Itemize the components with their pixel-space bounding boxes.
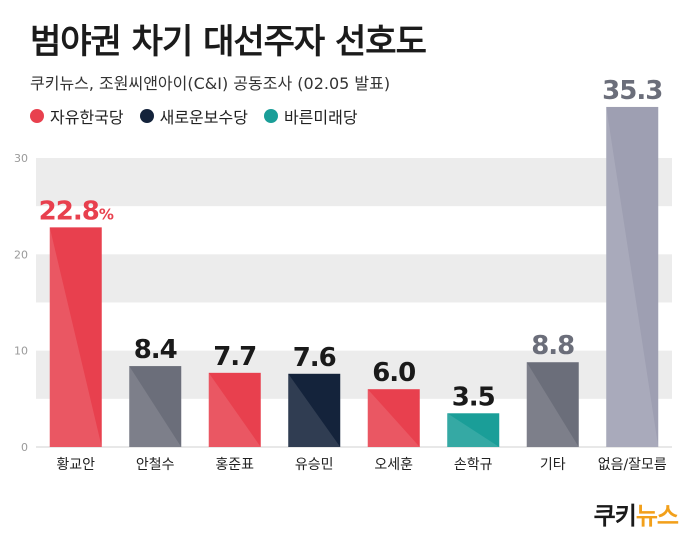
bar-value-text: 35.3 <box>602 76 662 106</box>
bar-shade <box>526 362 579 447</box>
brand-logo-part1: 쿠키 <box>593 502 637 530</box>
bar-shade <box>129 366 182 447</box>
bar-value-label: 8.8 <box>531 331 574 361</box>
bar <box>49 227 102 447</box>
legend-item-2: 바른미래당 <box>263 104 358 128</box>
brand-logo-part2: 뉴스 <box>635 502 679 530</box>
y-tick-label: 0 <box>21 441 28 454</box>
bar-value-text: 6.0 <box>372 358 415 388</box>
bar-value-label: 8.4 <box>134 335 177 365</box>
x-tick-label: 없음/잘모름 <box>598 457 667 473</box>
grid-band <box>36 158 672 207</box>
bar-value-label: 6.0 <box>372 358 415 388</box>
bar-value-text: 22.8 <box>39 196 99 226</box>
y-tick-label: 20 <box>14 248 28 261</box>
bar <box>367 389 420 447</box>
x-tick-label: 홍준표 <box>215 457 254 473</box>
bar-value-label: 35.3 <box>602 76 662 106</box>
chart-subtitle: 쿠키뉴스, 조원씨앤아이(C&I) 공동조사 (02.05 발표) <box>30 74 391 93</box>
legend-item-0: 자유한국당 <box>30 104 124 128</box>
chart-title: 범야권 차기 대선주자 선호도 <box>30 22 427 62</box>
bar-value-text: 8.8 <box>531 331 574 361</box>
brand-logo: 쿠키뉴스 <box>593 496 679 531</box>
legend-label-0: 자유한국당 <box>50 108 124 127</box>
y-tick-label: 30 <box>14 152 28 165</box>
bar-value-label: 7.6 <box>293 343 336 373</box>
x-tick-label: 유승민 <box>295 457 334 473</box>
bar <box>447 413 500 447</box>
bar <box>129 366 182 447</box>
bar <box>208 372 261 447</box>
bar-value-text: 7.6 <box>293 343 336 373</box>
legend: 자유한국당 새로운보수당 바른미래당 <box>30 104 358 128</box>
bar-value-label: 7.7 <box>213 342 256 372</box>
y-tick-label: 10 <box>14 345 28 358</box>
bar-value-unit: % <box>99 205 114 223</box>
legend-label-1: 새로운보수당 <box>159 108 248 127</box>
x-tick-label: 황교안 <box>56 457 95 473</box>
bar-shade <box>288 373 341 447</box>
bar-shade <box>606 106 659 448</box>
bar-value-label: 22.8% <box>39 196 114 226</box>
x-tick-label: 오세훈 <box>374 457 413 473</box>
bar-shade <box>208 372 261 447</box>
bar-value-text: 7.7 <box>213 342 256 372</box>
legend-item-1: 새로운보수당 <box>139 104 248 128</box>
bar-shade <box>367 389 420 447</box>
bar <box>526 362 579 447</box>
legend-swatch-0 <box>30 109 44 123</box>
bar <box>606 106 659 448</box>
legend-label-2: 바른미래당 <box>283 108 358 127</box>
x-tick-label: 기타 <box>540 457 566 473</box>
legend-swatch-2 <box>263 109 278 123</box>
bar-shade <box>49 227 102 447</box>
legend-swatch-1 <box>139 109 154 123</box>
bar <box>288 373 341 447</box>
grid-band <box>36 254 672 303</box>
bar-value-text: 8.4 <box>134 335 177 365</box>
bar-shade <box>447 413 500 447</box>
x-tick-label: 안철수 <box>136 457 175 473</box>
x-tick-label: 손학규 <box>454 457 493 473</box>
bar-value-label: 3.5 <box>452 382 495 412</box>
bar-value-text: 3.5 <box>452 382 495 412</box>
